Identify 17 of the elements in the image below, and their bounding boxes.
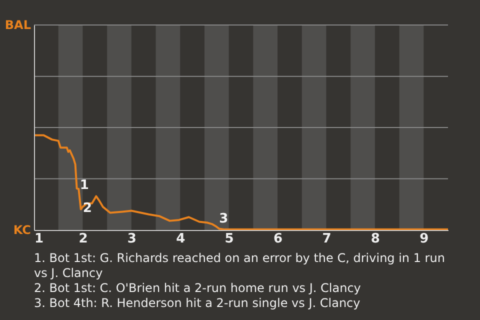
x-tick-label: 2 — [78, 232, 88, 246]
x-tick-label: 5 — [224, 232, 234, 246]
text: KC — [13, 223, 32, 237]
annotation: 2 — [82, 201, 92, 216]
x-tick-label: 9 — [420, 232, 429, 246]
text: BAL — [4, 18, 32, 32]
x-tick-label: 3 — [127, 232, 136, 246]
x-tick-label: 4 — [176, 232, 186, 246]
annotation: 3 — [219, 211, 228, 226]
text: 1. Bot 1st: G. Richards reached on an error by the C, driving in 1 run vs J. Clancy — [34, 251, 445, 280]
text: 3. Bot 4th: R. Henderson hit a 2-run single vs J. Clancy — [34, 296, 360, 310]
x-tick-label: 8 — [370, 232, 380, 246]
x-tick-label: 6 — [274, 232, 283, 246]
text: 2. Bot 1st: C. O'Brien hit a 2-run home run vs J. Clancy — [34, 281, 361, 295]
annotation: 1 — [80, 178, 89, 194]
x-tick-label: 7 — [322, 232, 332, 246]
x-tick-label: 1 — [34, 232, 44, 246]
